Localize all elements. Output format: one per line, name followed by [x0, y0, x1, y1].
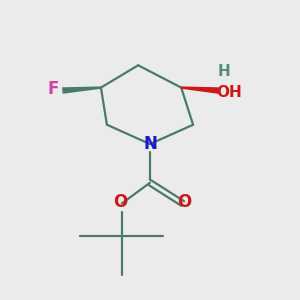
Polygon shape [62, 86, 101, 94]
Text: N: N [143, 135, 157, 153]
Text: O: O [113, 193, 127, 211]
Text: F: F [48, 80, 59, 98]
Text: O: O [177, 193, 191, 211]
Text: H: H [217, 64, 230, 79]
Text: OH: OH [216, 85, 242, 100]
Polygon shape [181, 86, 219, 94]
